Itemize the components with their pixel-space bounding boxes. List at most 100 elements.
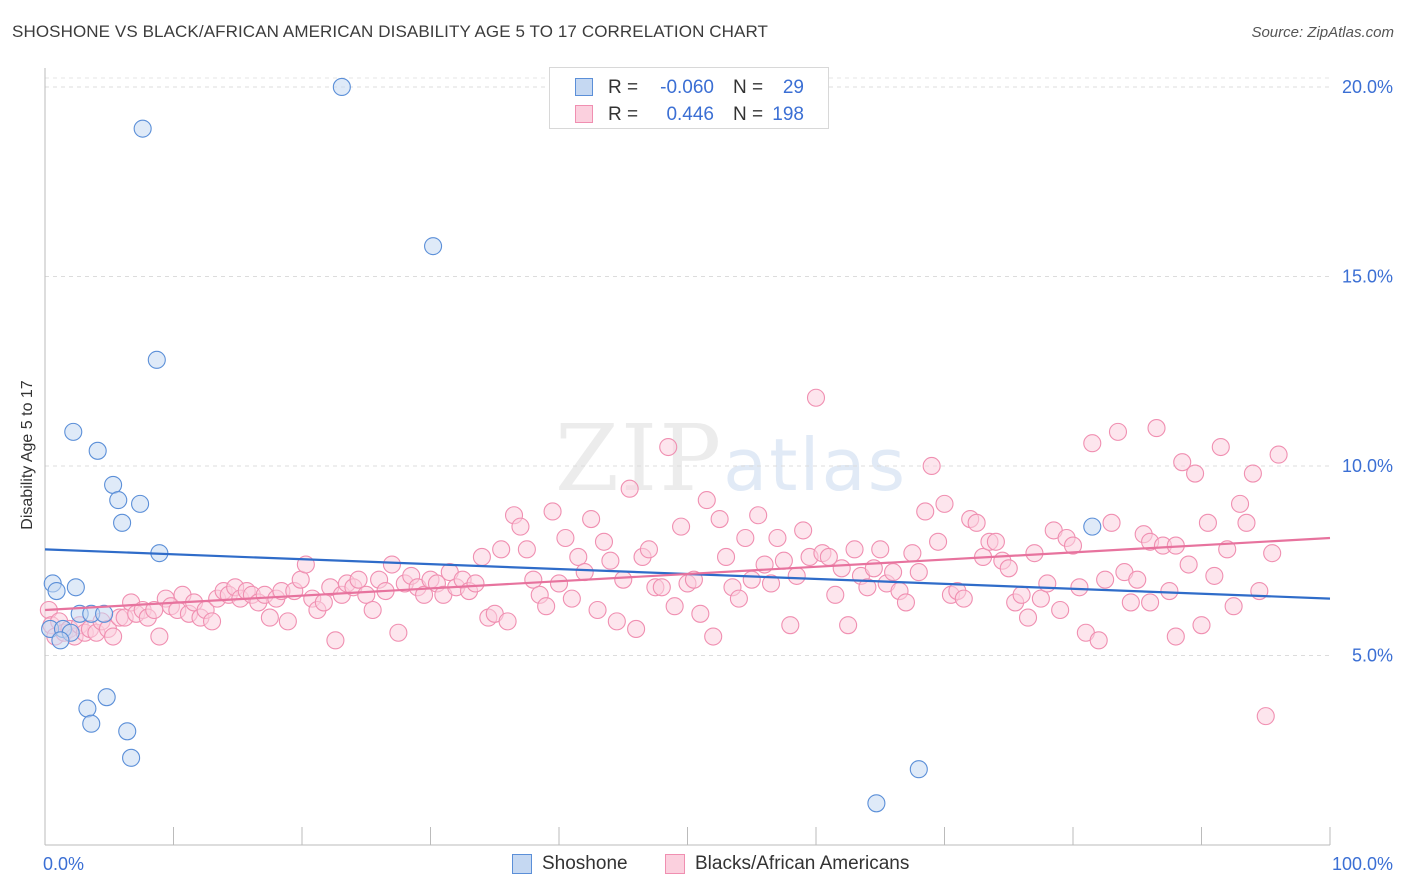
- black-point: [1166, 627, 1185, 646]
- black-point: [511, 517, 530, 536]
- black-point: [916, 502, 935, 521]
- black-point: [1083, 434, 1102, 453]
- n-label: N =: [733, 77, 764, 98]
- black-point: [1218, 540, 1237, 559]
- black-point: [415, 585, 434, 604]
- black-point: [929, 532, 948, 551]
- y-tick-label: 10.0%: [1342, 456, 1393, 476]
- black-point: [884, 563, 903, 582]
- black-point: [787, 566, 806, 585]
- black-point: [1096, 570, 1115, 589]
- black-point: [794, 521, 813, 540]
- black-point: [363, 600, 382, 620]
- black-point: [659, 437, 678, 457]
- shoshone-point: [104, 475, 123, 494]
- black-point: [1173, 453, 1192, 472]
- black-point: [549, 574, 569, 593]
- black-point: [1128, 570, 1147, 589]
- r-label: R =: [608, 77, 639, 98]
- black-point: [588, 600, 607, 620]
- n-value: 198: [772, 104, 804, 125]
- n-label: N =: [733, 104, 764, 125]
- shoshone-point: [51, 631, 70, 650]
- y-tick-label: 15.0%: [1342, 266, 1393, 286]
- black-point: [826, 585, 845, 604]
- legend-label-shoshone: Shoshone: [542, 853, 628, 874]
- black-point: [291, 570, 310, 589]
- black-point: [729, 589, 748, 608]
- legend-label-black: Blacks/African Americans: [695, 853, 910, 874]
- black-point: [896, 593, 916, 612]
- black-point: [1121, 593, 1140, 612]
- r-label: R =: [608, 104, 639, 125]
- black-point: [1186, 464, 1205, 483]
- shoshone-point: [88, 441, 107, 460]
- black-point: [150, 627, 169, 646]
- black-point: [556, 528, 575, 548]
- watermark-atlas: atlas: [723, 423, 908, 507]
- legend-swatch-shoshone: [575, 78, 593, 96]
- black-point: [1102, 513, 1121, 532]
- black-point: [871, 540, 890, 559]
- series-legend: Shoshone Blacks/African Americans: [0, 852, 1406, 878]
- watermark: ZIPatlas: [555, 405, 907, 512]
- black-point: [524, 570, 543, 589]
- n-value: 29: [782, 77, 804, 98]
- black-point: [1231, 494, 1250, 513]
- black-point: [986, 532, 1005, 551]
- shoshone-point: [47, 582, 66, 601]
- black-point: [1018, 608, 1038, 627]
- black-point: [909, 563, 928, 582]
- black-point: [903, 544, 922, 563]
- black-point: [1070, 578, 1089, 597]
- black-point: [498, 612, 517, 631]
- black-point: [710, 509, 729, 529]
- black-point: [954, 589, 973, 608]
- black-point: [389, 623, 408, 642]
- black-point: [672, 517, 691, 536]
- black-point: [543, 502, 562, 521]
- black-point: [1108, 422, 1128, 441]
- shoshone-point: [131, 494, 150, 513]
- shoshone-point: [133, 119, 152, 138]
- black-point: [1179, 555, 1198, 574]
- shoshone-point: [867, 794, 886, 813]
- chart-title: SHOSHONE VS BLACK/AFRICAN AMERICAN DISAB…: [12, 22, 769, 41]
- shoshone-point: [122, 748, 141, 767]
- black-point: [1205, 566, 1224, 585]
- black-point: [922, 456, 941, 476]
- black-point: [1089, 631, 1108, 650]
- black-point: [582, 509, 601, 529]
- black-point: [537, 597, 556, 616]
- black-point: [562, 589, 581, 608]
- shoshone-point: [64, 422, 83, 441]
- black-point: [569, 547, 588, 566]
- shoshone-point: [66, 578, 85, 597]
- legend-swatch-shoshone: [512, 854, 532, 874]
- black-point: [620, 479, 639, 498]
- shoshone-point: [95, 604, 114, 623]
- shoshone-point: [78, 699, 97, 718]
- black-point: [382, 555, 402, 574]
- black-point: [967, 513, 986, 532]
- shoshone-point: [909, 760, 928, 779]
- black-point: [1038, 574, 1057, 593]
- black-point: [832, 559, 851, 578]
- r-value: -0.060: [660, 77, 714, 98]
- black-point: [1263, 544, 1282, 563]
- black-point: [1031, 589, 1050, 608]
- y-tick-label: 20.0%: [1342, 77, 1393, 97]
- legend-row-black: R = 0.446 N = 198: [550, 100, 828, 128]
- x-tick-label: 100.0%: [1332, 854, 1393, 874]
- black-point: [1211, 437, 1230, 457]
- source-label: Source: ZipAtlas.com: [1251, 24, 1394, 41]
- black-point: [858, 578, 877, 597]
- black-point: [203, 612, 222, 631]
- black-point: [1063, 536, 1083, 555]
- black-point: [614, 570, 633, 589]
- y-axis-label: Disability Age 5 to 17: [19, 380, 36, 530]
- black-point: [472, 547, 491, 566]
- black-trend-line: [44, 536, 1331, 612]
- black-point: [845, 540, 864, 559]
- black-point: [607, 612, 626, 631]
